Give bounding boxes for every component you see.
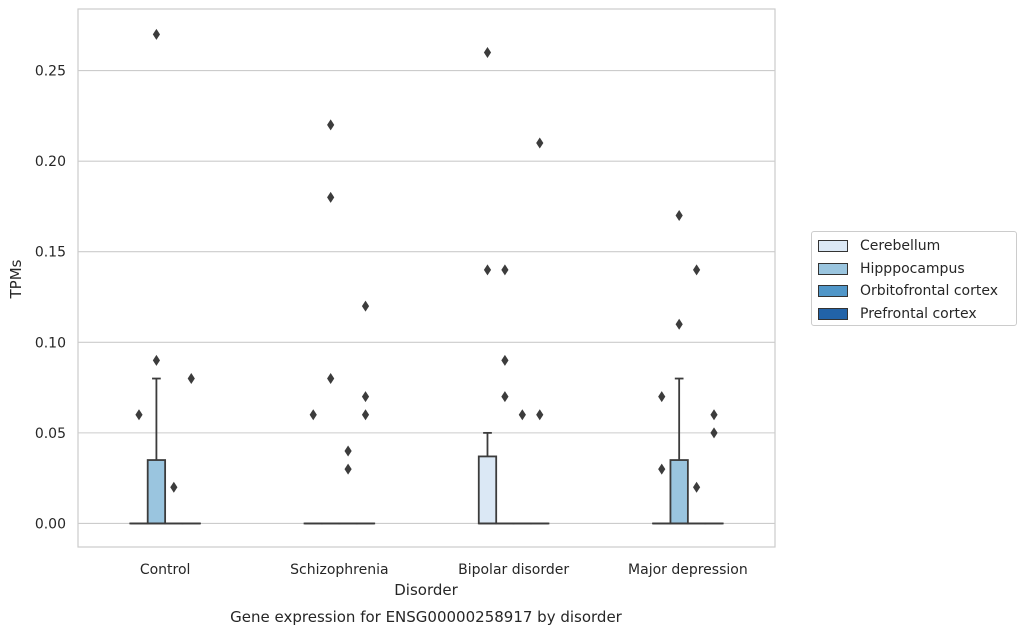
outlier-point [501,391,509,403]
y-tick-label: 0.10 [35,335,66,351]
outlier-point [483,264,492,276]
y-tick-label: 0.05 [35,426,66,442]
legend-swatch [818,262,848,275]
outlier-point [658,463,666,475]
outlier-point [710,427,718,439]
outlier-point [327,191,335,203]
grid-lines [78,70,775,525]
y-tick-label: 0.25 [35,64,66,80]
box-body [477,455,498,525]
outlier-point [327,373,335,385]
legend-item: Cerebellum [818,236,940,256]
outlier-point [536,409,544,421]
legend-item: Hipppocampus [818,259,965,279]
x-tick-label: Control [140,562,191,578]
outlier-point [135,409,143,421]
outlier-point [692,264,701,276]
outlier-point [658,391,666,403]
x-axis-label: Disorder [394,581,458,599]
outlier-point [536,137,544,149]
outlier-point [344,463,352,475]
y-tick-labels: 0.00 0.05 0.10 0.15 0.20 0.25 [35,64,66,533]
box-body [146,459,167,525]
outlier-point [361,409,370,421]
outlier-point [692,481,701,493]
outlier-point [483,46,492,58]
y-tick-label: 0.15 [35,245,66,261]
legend-swatch [818,240,848,252]
legend-label: Hipppocampus [860,260,965,277]
box-body [669,459,689,525]
y-tick-label: 0.00 [35,516,66,532]
outlier-point [501,354,509,366]
box-hipppocampus [146,377,167,525]
legend-label: Orbitofrontal cortex [860,283,998,299]
outlier-point [344,445,352,457]
box-cerebellum [477,431,498,525]
outlier-point [675,318,683,330]
outlier-point [309,409,317,421]
legend-swatch [818,285,848,297]
y-tick-label: 0.20 [35,154,66,170]
outlier-point [361,391,370,403]
outlier-point [187,373,195,385]
box-hipppocampus [669,377,689,525]
boxes [129,377,724,525]
outlier-point [152,354,161,366]
legend-label: Prefrontal cortex [860,305,977,322]
legend: Cerebellum Hipppocampus Orbitofrontal cort… [811,231,1017,326]
outlier-point [361,300,370,312]
outlier-point [675,210,683,222]
x-tick-label: Schizophrenia [290,562,388,578]
legend-item: Orbitofrontal cortex [818,281,998,301]
outlier-points [135,28,718,493]
outlier-point [518,409,526,421]
outlier-point [170,481,178,493]
legend-label: Cerebellum [860,238,941,254]
chart-title: Gene expression for ENSG00000258917 by d… [230,608,623,626]
outlier-point [501,264,509,276]
legend-item: Prefrontal cortex [818,304,977,324]
x-tick-label: Major depression [628,562,748,578]
legend-swatch [818,307,848,320]
x-tick-label: Bipolar disorder [458,562,569,578]
outlier-point [710,409,718,421]
outlier-point [327,119,335,131]
outlier-point [152,28,161,40]
x-tick-labels: Control Schizophrenia Bipolar disorder Majo… [140,562,748,578]
plot-frame [77,8,776,548]
y-axis-label: TPMs [7,259,25,299]
